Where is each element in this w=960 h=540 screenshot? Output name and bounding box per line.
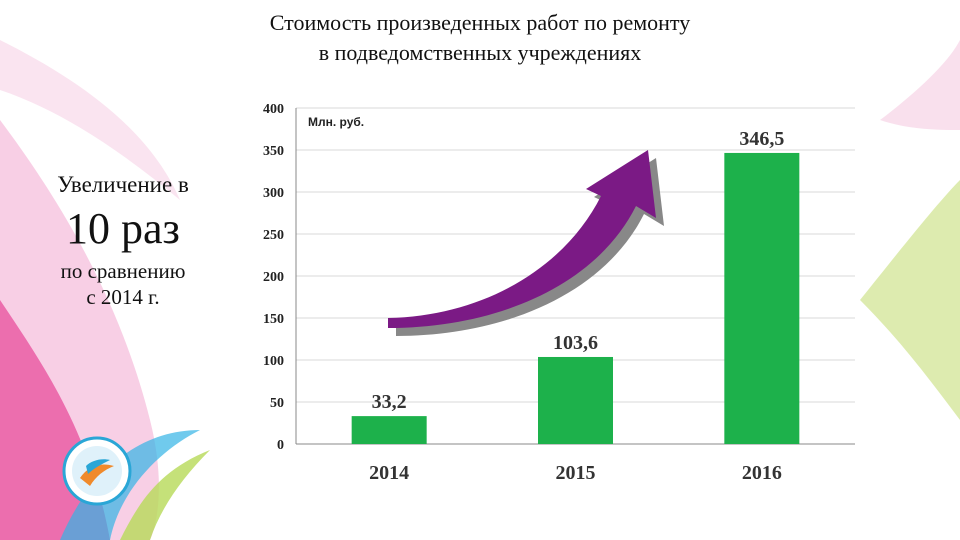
callout-line4: с 2014 г. (86, 285, 160, 309)
callout-line3: по сравнению (60, 259, 186, 283)
growth-callout: Увеличение в 10 раз по сравнению с 2014 … (18, 170, 228, 310)
y-tick-label: 50 (270, 396, 284, 411)
y-axis: 0 50 100 150 200 250 300 350 400 (263, 102, 855, 453)
slide-title-line2: в подведомственных учреждениях (318, 40, 642, 65)
slide-title: Стоимость произведенных работ по ремонту… (140, 8, 820, 68)
y-tick-label: 400 (263, 102, 284, 117)
x-tick-label: 2014 (369, 462, 409, 484)
y-tick-label: 100 (263, 354, 284, 369)
growth-arrow-icon (388, 150, 664, 336)
logo-emblem-icon (62, 436, 132, 506)
slide-title-line1: Стоимость произведенных работ по ремонту (269, 10, 691, 35)
bar-2015 (538, 356, 613, 444)
x-tick-label: 2015 (556, 462, 596, 484)
y-tick-label: 200 (263, 270, 284, 285)
y-tick-label: 0 (277, 438, 284, 453)
y-axis-unit-label: Млн. руб. (308, 115, 364, 129)
callout-line1: Увеличение в (57, 172, 189, 197)
bar-value-label: 346,5 (739, 128, 784, 150)
x-tick-label: 2016 (742, 462, 782, 484)
y-tick-label: 250 (263, 228, 284, 243)
bar-value-label: 33,2 (372, 391, 407, 413)
bar-value-label: 103,6 (553, 332, 598, 354)
callout-big-number: 10 раз (66, 204, 180, 253)
bar-2016 (724, 152, 800, 444)
y-tick-label: 350 (263, 144, 284, 159)
bar-2014 (351, 416, 427, 444)
chart-bars: 33,2 103,6 346,5 (351, 128, 800, 444)
y-tick-label: 300 (263, 186, 284, 201)
y-tick-label: 150 (263, 312, 284, 327)
x-axis: 2014 2015 2016 (369, 462, 782, 484)
bar-chart: 0 50 100 150 200 250 300 350 400 Млн. руб. 33,2 1… (263, 102, 855, 484)
